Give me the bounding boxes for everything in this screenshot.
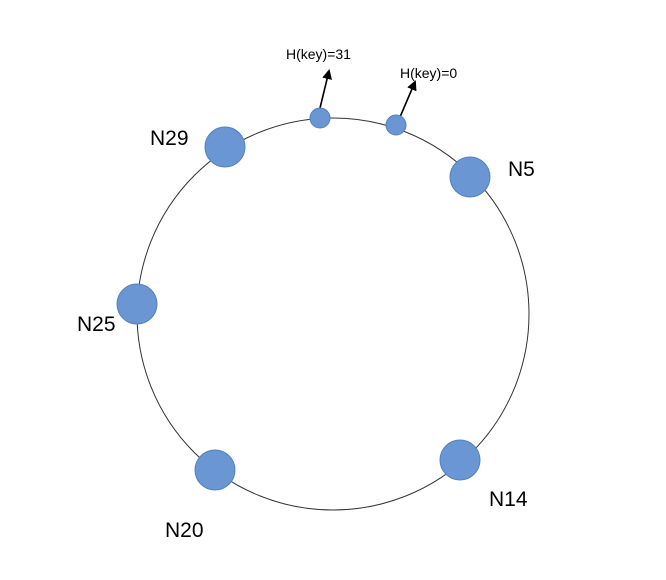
node-label-n14: N14 bbox=[489, 488, 528, 511]
node-label-n25: N25 bbox=[77, 313, 116, 336]
node-n29 bbox=[204, 126, 246, 168]
node-n20 bbox=[194, 449, 236, 491]
node-n25 bbox=[116, 283, 158, 325]
node-label-n20: N20 bbox=[165, 519, 204, 542]
node-label-n5: N5 bbox=[508, 158, 535, 181]
key-point-31 bbox=[309, 107, 331, 129]
node-n14 bbox=[439, 439, 481, 481]
key-arrow-0 bbox=[399, 80, 417, 118]
key-label-31: H(key)=31 bbox=[286, 46, 351, 62]
node-label-n29: N29 bbox=[150, 127, 189, 150]
key-label-0: H(key)=0 bbox=[400, 65, 457, 81]
key-point-0 bbox=[385, 114, 407, 136]
key-arrow-31 bbox=[319, 69, 332, 109]
node-n5 bbox=[449, 156, 491, 198]
